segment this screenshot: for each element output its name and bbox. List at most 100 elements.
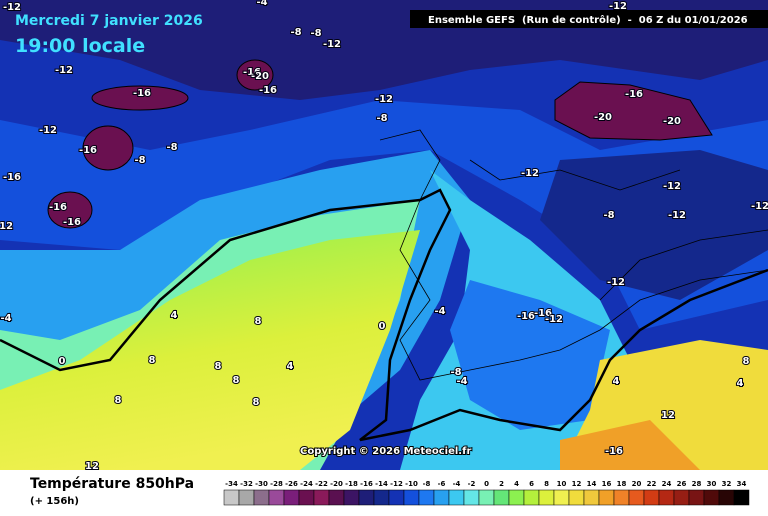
- scale-swatch: [568, 489, 585, 506]
- scale-swatch: [328, 489, 345, 506]
- scale-label: -20: [330, 480, 343, 488]
- contour-label: -8: [290, 27, 301, 38]
- scale-swatch: [418, 489, 435, 506]
- contour-label: -12: [663, 181, 681, 192]
- local-time: 19:00 locale: [15, 35, 145, 57]
- scale-swatch: [313, 489, 330, 506]
- contour-label: 8: [743, 356, 750, 367]
- contour-label: -12: [609, 1, 627, 12]
- scale-swatch: [403, 489, 420, 506]
- scale-label: 28: [692, 480, 702, 488]
- contour-label: 12: [85, 461, 99, 472]
- lead-time: (+ 156h): [30, 496, 79, 507]
- scale-swatch: [643, 489, 660, 506]
- contour-label: -12: [0, 221, 13, 232]
- copyright: Copyright © 2026 Meteociel.fr: [300, 446, 471, 457]
- contour-label: -16: [243, 67, 261, 78]
- scale-label: 32: [722, 480, 732, 488]
- scale-label: -28: [270, 480, 283, 488]
- scale-label: 10: [557, 480, 567, 488]
- contour-label: -16: [605, 446, 623, 457]
- contour-label: -12: [545, 314, 563, 325]
- scale-swatch: [493, 489, 510, 506]
- scale-swatch: [553, 489, 570, 506]
- contour-label: -4: [456, 376, 467, 387]
- footer-title: Température 850hPa: [30, 476, 194, 492]
- contour-label: -4: [256, 0, 267, 8]
- contour-label: -12: [521, 168, 539, 179]
- contour-label: 12: [661, 410, 675, 421]
- scale-label: -6: [438, 480, 446, 488]
- contour-label: -8: [166, 142, 177, 153]
- contour-label: -16: [625, 89, 643, 100]
- contour-label: -8: [603, 210, 614, 221]
- scale-swatch: [388, 489, 405, 506]
- scale-label: 34: [737, 480, 747, 488]
- scale-swatch: [298, 489, 315, 506]
- contour-label: 4: [613, 376, 620, 387]
- scale-swatch: [523, 489, 540, 506]
- contour-label: 8: [253, 397, 260, 408]
- contour-label: 8: [115, 395, 122, 406]
- scale-swatch: [253, 489, 270, 506]
- scale-label: 0: [484, 480, 489, 488]
- scale-label: 24: [662, 480, 672, 488]
- scale-swatch: [433, 489, 450, 506]
- contour-label: -12: [751, 201, 768, 212]
- contour-label: -8: [450, 367, 461, 378]
- contour-label: -16: [49, 202, 67, 213]
- scale-swatch: [463, 489, 480, 506]
- scale-swatch: [628, 489, 645, 506]
- scale-label: -12: [390, 480, 403, 488]
- contour-label: -12: [3, 2, 21, 13]
- scale-swatch: [733, 489, 750, 506]
- scale-label: -4: [453, 480, 461, 488]
- contour-label: 8: [233, 375, 240, 386]
- scale-swatch: [343, 489, 360, 506]
- scale-label: -30: [255, 480, 268, 488]
- contour-label: 4: [287, 361, 294, 372]
- contour-label: 8: [149, 355, 156, 366]
- contour-label: -8: [376, 113, 387, 124]
- scale-label: 12: [572, 480, 582, 488]
- contour-label: -20: [594, 112, 612, 123]
- scale-swatch: [598, 489, 615, 506]
- contour-label: -20: [663, 116, 681, 127]
- scale-swatch: [223, 489, 240, 506]
- contour-label: -12: [39, 125, 57, 136]
- contour-label: -8: [134, 155, 145, 166]
- scale-swatch: [238, 489, 255, 506]
- contour-label: -16: [517, 311, 535, 322]
- contour-label: 4: [737, 378, 744, 389]
- scale-label: 14: [587, 480, 597, 488]
- scale-swatch: [583, 489, 600, 506]
- contour-label: -12: [607, 277, 625, 288]
- scale-swatch: [613, 489, 630, 506]
- scale-label: 26: [677, 480, 687, 488]
- contour-label: 0: [59, 356, 66, 367]
- scale-swatch: [658, 489, 675, 506]
- contour-label: 8: [255, 316, 262, 327]
- contour-label: -12: [323, 39, 341, 50]
- contour-label: -16: [534, 308, 552, 319]
- scale-label: -10: [405, 480, 418, 488]
- scale-label: 6: [529, 480, 534, 488]
- scale-swatch: [508, 489, 525, 506]
- scale-label: -18: [345, 480, 358, 488]
- contour-label: -16: [63, 217, 81, 228]
- scale-label: -32: [240, 480, 253, 488]
- scale-swatch: [718, 489, 735, 506]
- contour-label: -8: [310, 28, 321, 39]
- scale-label: -34: [225, 480, 238, 488]
- scale-swatch: [268, 489, 285, 506]
- scale-label: 22: [647, 480, 657, 488]
- scale-swatch: [688, 489, 705, 506]
- contour-label: 8: [215, 361, 222, 372]
- contour-label: 4: [171, 310, 178, 321]
- scale-label: 30: [707, 480, 717, 488]
- scale-label: -8: [423, 480, 431, 488]
- scale-swatch: [478, 489, 495, 506]
- contour-label: -4: [0, 313, 11, 324]
- contour-label: 0: [379, 321, 386, 332]
